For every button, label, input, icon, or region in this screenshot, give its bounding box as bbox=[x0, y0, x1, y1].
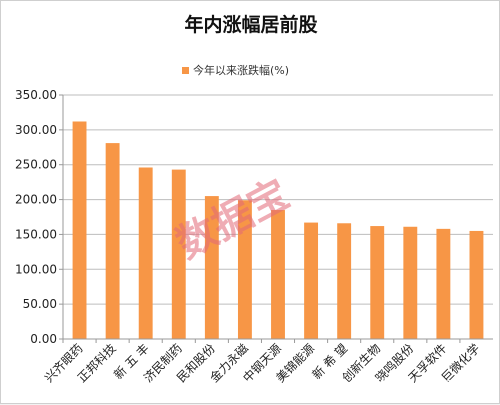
bar bbox=[469, 230, 484, 339]
y-tick-label: 0.00 bbox=[30, 332, 57, 346]
bar bbox=[271, 210, 285, 339]
bar bbox=[204, 196, 219, 339]
y-tick-label: 100.00 bbox=[15, 262, 57, 276]
chart-title: 年内涨幅居前股 bbox=[184, 13, 317, 36]
y-tick-label: 50.00 bbox=[23, 297, 57, 311]
bar bbox=[237, 200, 252, 339]
bar bbox=[370, 226, 385, 339]
bar bbox=[171, 169, 186, 339]
bar bbox=[337, 223, 352, 339]
y-tick-label: 300.00 bbox=[15, 123, 57, 137]
y-tick-label: 200.00 bbox=[15, 193, 57, 207]
bar bbox=[403, 226, 418, 339]
bar bbox=[304, 222, 319, 339]
bar bbox=[105, 143, 120, 339]
bar bbox=[138, 167, 153, 339]
legend-swatch bbox=[182, 67, 189, 74]
y-tick-label: 350.00 bbox=[15, 88, 57, 102]
y-axis: 0.00 50.00 100.00 150.00 200.00 250.00 300.00 3… bbox=[15, 88, 64, 346]
watermark-corner: 微信号: shujubao2015 bbox=[369, 375, 487, 389]
bar bbox=[436, 228, 451, 339]
y-tick-label: 150.00 bbox=[15, 227, 57, 241]
y-tick-label: 250.00 bbox=[15, 158, 57, 172]
legend: 今年以来涨跌幅(%) bbox=[182, 63, 289, 77]
bar bbox=[72, 121, 87, 340]
legend-label: 今年以来涨跌幅(%) bbox=[193, 63, 289, 77]
bars bbox=[72, 121, 484, 340]
